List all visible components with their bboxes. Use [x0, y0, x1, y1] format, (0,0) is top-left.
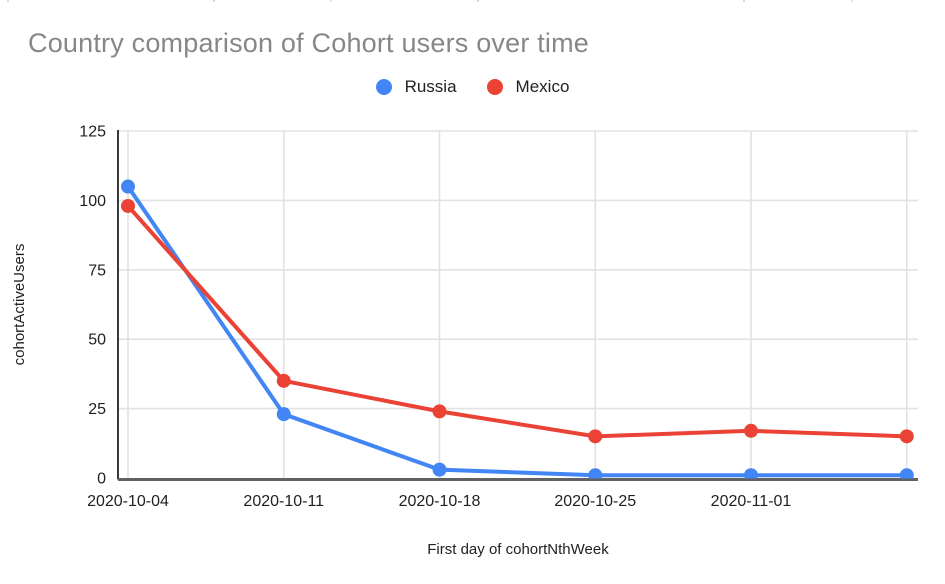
data-point-mexico-2[interactable] [432, 404, 447, 419]
data-point-mexico-4[interactable] [744, 423, 758, 438]
data-point-russia-4[interactable] [744, 468, 758, 482]
y-axis-title: cohortActiveUsers [11, 244, 28, 366]
data-point-russia-3[interactable] [588, 468, 603, 482]
chart-title: Country comparison of Cohort users over … [28, 28, 590, 58]
legend-label-mexico: Mexico [515, 77, 570, 96]
series-line-russia [126, 185, 907, 478]
legend-item-mexico[interactable]: Mexico [486, 77, 570, 97]
data-point-mexico-1[interactable] [276, 373, 291, 388]
x-tick-label-3: 2020-10-25 [554, 493, 636, 510]
legend-label-russia: Russia [404, 77, 457, 96]
y-tick-label-50: 50 [88, 332, 106, 349]
y-tick-label-0: 0 [97, 471, 106, 488]
series-line-mexico [126, 204, 907, 439]
x-tick-label-1: 2020-10-11 [243, 493, 324, 510]
legend-item-russia[interactable]: Russia [375, 77, 457, 97]
data-point-mexico-3[interactable] [588, 429, 603, 444]
y-tick-label-100: 100 [79, 193, 106, 210]
x-tick-label-4: 2020-11-01 [711, 493, 792, 510]
y-tick-label-125: 125 [79, 124, 106, 141]
x-axis-title: First day of cohortNthWeek [427, 541, 609, 558]
chart-legend: Russia Mexico [0, 77, 945, 97]
data-point-mexico-5[interactable] [899, 429, 914, 444]
x-tick-label-2: 2020-10-18 [399, 493, 481, 510]
data-point-russia-2[interactable] [432, 462, 447, 477]
data-point-russia-5[interactable] [899, 468, 914, 482]
data-point-russia-1[interactable] [276, 407, 291, 422]
y-tick-label-25: 25 [88, 401, 106, 418]
y-tick-label-75: 75 [88, 262, 106, 279]
data-point-mexico-0[interactable] [121, 198, 135, 213]
data-point-russia-0[interactable] [121, 179, 135, 194]
legend-dot-mexico [486, 79, 503, 95]
x-tick-label-0: 2020-10-04 [87, 493, 169, 510]
legend-dot-russia [375, 79, 392, 95]
